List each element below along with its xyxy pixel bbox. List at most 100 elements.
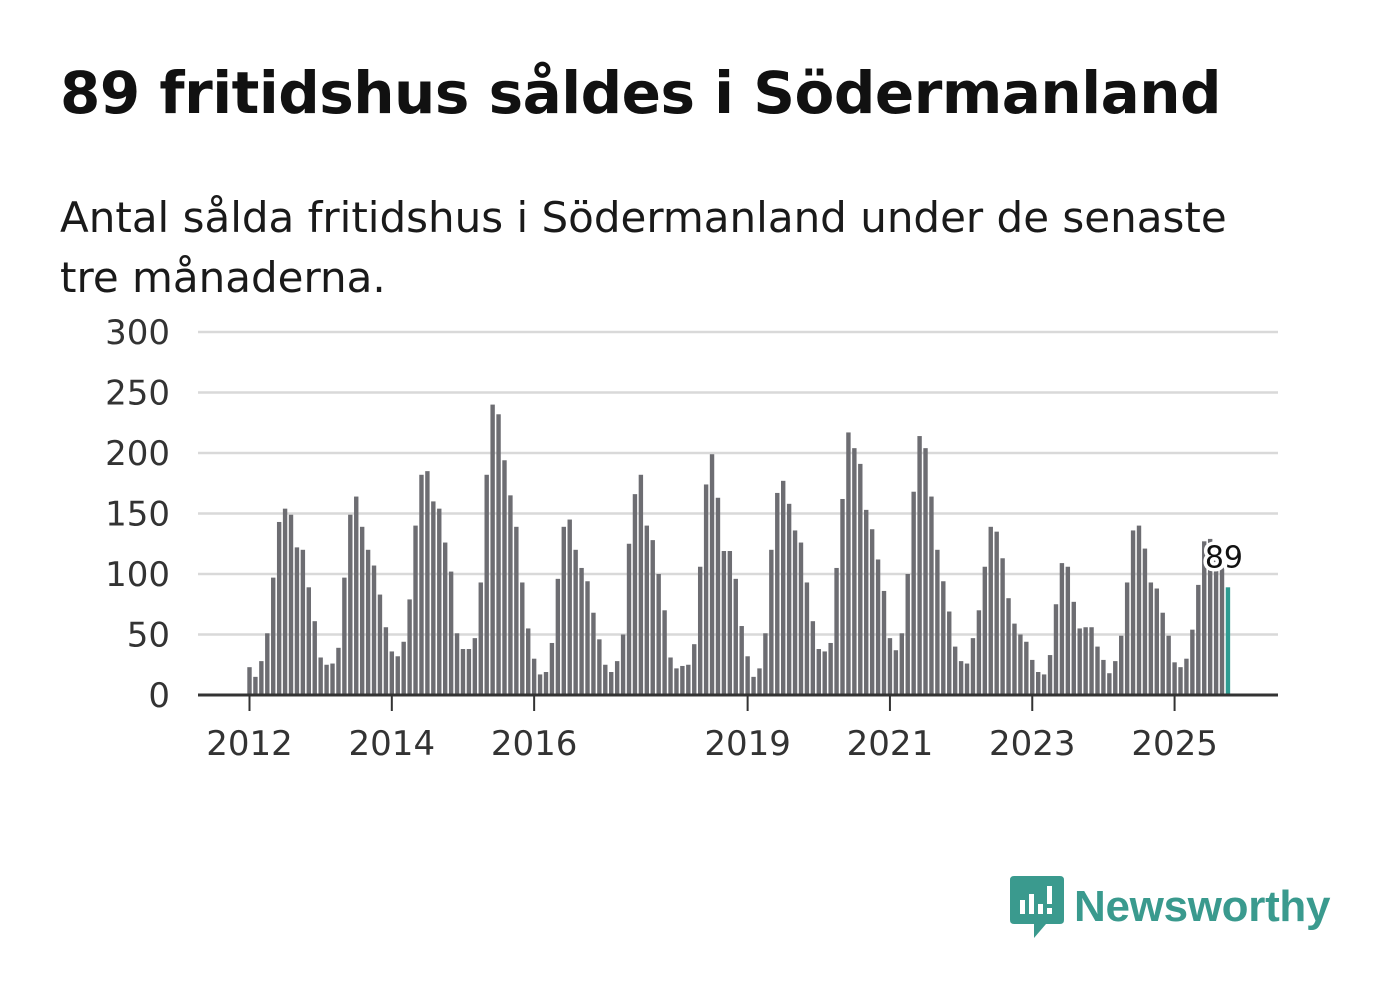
bar <box>282 508 288 695</box>
bar <box>881 590 887 695</box>
bar <box>348 514 353 695</box>
bar <box>247 667 252 695</box>
x-tick-label: 2019 <box>704 724 791 764</box>
bar <box>1130 530 1136 695</box>
bar <box>632 494 638 695</box>
bar <box>271 577 276 695</box>
bar <box>520 582 525 695</box>
bar <box>864 509 869 695</box>
bar <box>478 582 483 695</box>
bar <box>709 454 715 695</box>
bar <box>1219 563 1225 695</box>
y-tick-label: 250 <box>105 374 170 414</box>
bar <box>1018 634 1023 695</box>
bar <box>893 650 899 695</box>
bar <box>330 663 335 695</box>
bar <box>1089 627 1094 695</box>
bar <box>674 668 679 695</box>
latest-value-label: 89 <box>1205 540 1243 575</box>
x-tick-label: 2023 <box>989 724 1076 764</box>
bar <box>769 549 774 695</box>
bar <box>1148 582 1154 695</box>
bar <box>324 664 329 695</box>
bar <box>1107 673 1112 695</box>
bar <box>686 664 691 695</box>
bar <box>970 638 976 695</box>
bar <box>905 574 910 695</box>
bar <box>472 638 478 695</box>
bar <box>1035 672 1041 695</box>
bar <box>727 551 733 695</box>
bar <box>1077 628 1082 695</box>
bar <box>911 491 916 695</box>
bar <box>1059 563 1065 695</box>
x-tick-label: 2014 <box>349 724 436 764</box>
bar <box>1101 659 1106 695</box>
bar <box>1024 641 1029 695</box>
bar <box>1083 627 1088 695</box>
bar <box>1160 612 1165 695</box>
bar <box>697 566 703 695</box>
bar <box>828 642 833 695</box>
bar <box>306 587 311 695</box>
bar <box>650 540 655 695</box>
bar <box>923 448 928 695</box>
bar <box>798 542 804 695</box>
bar <box>822 651 827 695</box>
bar <box>846 432 851 695</box>
bar <box>668 657 673 695</box>
bar <box>253 676 258 695</box>
bar <box>573 549 578 695</box>
bar <box>1142 548 1148 695</box>
bar <box>638 474 644 695</box>
bar <box>537 674 543 695</box>
bar <box>425 471 430 695</box>
bar <box>1065 566 1071 695</box>
chart-subtitle: Antal sålda fritidshus i Södermanland un… <box>60 193 1227 302</box>
bar <box>1113 661 1118 695</box>
bar <box>336 647 341 695</box>
newsworthy-logo-icon <box>1010 876 1064 938</box>
bar <box>359 526 365 695</box>
bar <box>929 496 934 695</box>
y-tick-label: 0 <box>148 676 170 716</box>
bar <box>721 551 727 695</box>
bar <box>988 526 993 695</box>
bar <box>875 559 881 695</box>
bar <box>579 567 584 695</box>
bar <box>887 638 893 695</box>
bar <box>395 656 400 695</box>
bar <box>869 529 875 695</box>
bar <box>1196 584 1201 695</box>
bar <box>371 565 377 695</box>
bar <box>567 519 572 695</box>
x-axis: 2012 2014 2016 2019 2021 2023 2025 <box>198 693 1278 764</box>
bar <box>614 661 620 695</box>
bar <box>1136 525 1142 695</box>
bar <box>401 641 406 695</box>
bar <box>852 448 857 695</box>
bar <box>1041 674 1047 695</box>
bar <box>1172 662 1177 695</box>
newsworthy-logo[interactable]: Newsworthy <box>1010 876 1330 938</box>
bars <box>247 404 1231 695</box>
chart-title: 89 fritidshus såldes i Södermanland <box>60 59 1222 127</box>
bar <box>514 526 519 695</box>
bar <box>703 484 709 695</box>
bar <box>816 649 821 695</box>
bar <box>644 525 650 695</box>
y-tick-label: 150 <box>105 495 170 535</box>
bar <box>543 672 549 695</box>
bar <box>531 658 537 695</box>
bar <box>508 495 513 695</box>
bar <box>365 549 371 695</box>
bar <box>715 497 721 695</box>
bar <box>419 474 424 695</box>
bar <box>1190 629 1195 695</box>
bar <box>745 656 750 695</box>
bar <box>1006 598 1011 695</box>
bar <box>484 474 489 695</box>
bar <box>810 621 816 695</box>
bar <box>431 501 436 695</box>
bar <box>1154 588 1159 695</box>
